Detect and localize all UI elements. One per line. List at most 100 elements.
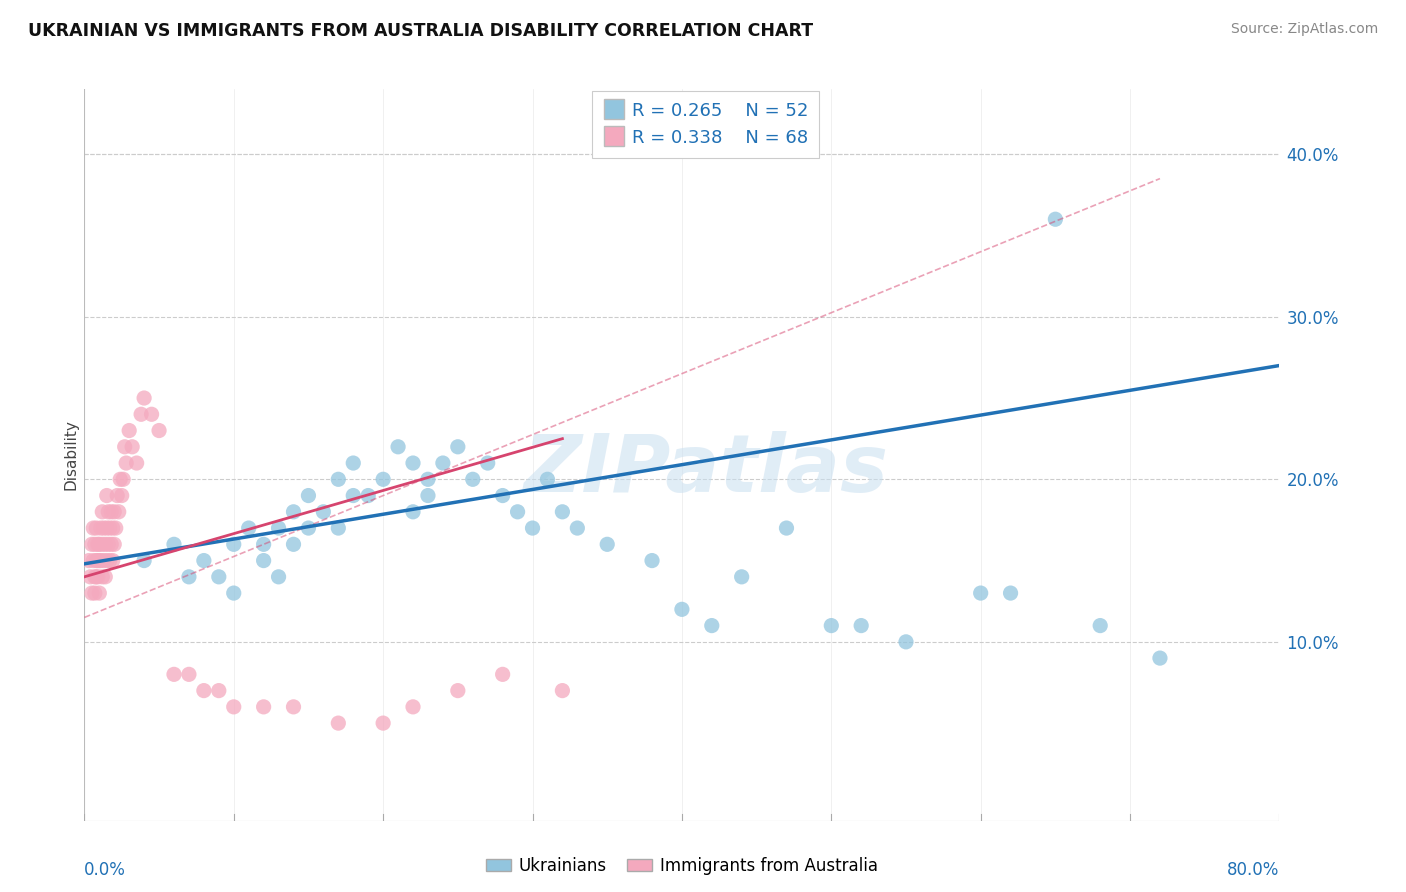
Point [567,521,589,535]
Point [849,618,872,632]
Point [118,424,141,438]
Point [132,391,156,405]
Point [83,537,105,551]
Text: 0.0%: 0.0% [84,861,127,879]
Point [97,537,120,551]
Point [80,586,103,600]
Point [96,489,118,503]
Point [208,683,231,698]
Point [114,440,136,454]
Point [328,521,350,535]
Point [94,537,117,551]
Y-axis label: Disability: Disability [63,419,79,491]
Text: UKRAINIAN VS IMMIGRANTS FROM AUSTRALIA DISABILITY CORRELATION CHART: UKRAINIAN VS IMMIGRANTS FROM AUSTRALIA D… [28,22,813,40]
Point [1000,586,1022,600]
Text: ZIPatlas: ZIPatlas [523,431,889,508]
Point [328,716,350,731]
Point [90,521,112,535]
Point [267,521,290,535]
Point [416,489,439,503]
Point [86,521,108,535]
Point [87,570,110,584]
Point [432,456,454,470]
Point [89,537,111,551]
Point [775,521,797,535]
Point [312,505,335,519]
Point [101,553,124,567]
Point [125,456,148,470]
Point [93,521,115,535]
Point [83,586,105,600]
Point [402,505,425,519]
Point [970,586,993,600]
Point [82,521,104,535]
Point [107,505,129,519]
Point [536,472,558,486]
Point [193,683,215,698]
Point [297,521,319,535]
Point [328,472,350,486]
Point [98,553,121,567]
Point [267,570,290,584]
Point [222,586,245,600]
Point [492,489,515,503]
Point [141,407,163,421]
Point [86,570,108,584]
Point [132,553,156,567]
Point [371,716,394,731]
Point [94,570,117,584]
Point [283,537,305,551]
Point [86,553,108,567]
Point [100,537,122,551]
Point [163,537,186,551]
Point [96,521,118,535]
Point [111,489,134,503]
Point [97,505,120,519]
Point [103,537,125,551]
Point [477,456,499,470]
Point [551,505,574,519]
Point [387,440,409,454]
Point [110,472,132,486]
Point [112,472,135,486]
Point [342,489,364,503]
Point [90,553,112,567]
Legend: Ukrainians, Immigrants from Australia: Ukrainians, Immigrants from Australia [479,850,884,882]
Point [208,570,231,584]
Point [342,456,364,470]
Point [357,489,380,503]
Point [115,456,138,470]
Point [253,537,276,551]
Text: Source: ZipAtlas.com: Source: ZipAtlas.com [1230,22,1378,37]
Point [1149,651,1171,665]
Point [522,521,544,535]
Point [100,505,122,519]
Point [447,440,470,454]
Point [77,553,100,567]
Point [177,667,200,681]
Point [253,553,276,567]
Point [641,553,664,567]
Point [820,618,842,632]
Point [121,440,143,454]
Point [506,505,529,519]
Point [283,505,305,519]
Point [89,553,111,567]
Point [129,407,152,421]
Point [89,586,111,600]
Text: 80.0%: 80.0% [1227,861,1279,879]
Point [447,683,470,698]
Point [402,456,425,470]
Point [1090,618,1112,632]
Point [96,553,118,567]
Point [87,553,110,567]
Point [98,521,121,535]
Point [193,553,215,567]
Point [80,537,103,551]
Point [222,699,245,714]
Point [148,424,170,438]
Point [671,602,693,616]
Point [87,537,110,551]
Point [163,667,186,681]
Point [104,521,127,535]
